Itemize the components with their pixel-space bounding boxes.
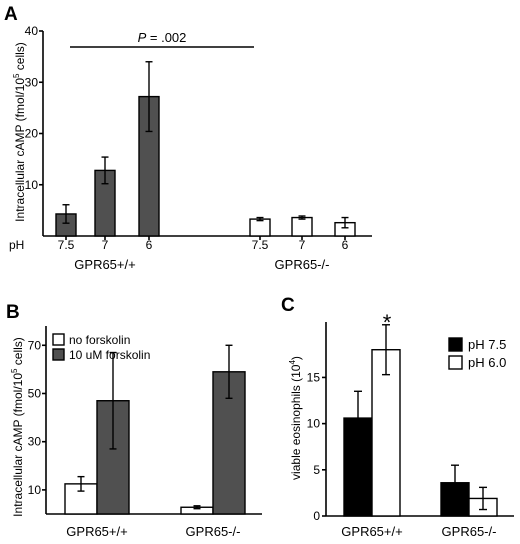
y-tick-label-b-50: 50 xyxy=(28,386,42,400)
y-tick-label-a-30: 30 xyxy=(25,75,39,89)
y-tick-label-c-10: 10 xyxy=(307,417,321,431)
panel-letter-c: C xyxy=(281,295,295,316)
bar-c-0-1 xyxy=(371,349,401,517)
y-tick-label-c-5: 5 xyxy=(313,463,320,477)
y-tick-label-c-15: 15 xyxy=(307,370,321,384)
chart-c: 0 5 10 15 viable eosinophils (104) GPR65+/+ GP… xyxy=(288,322,514,539)
bar-a-1-0 xyxy=(249,218,271,237)
x-category-label-b-1: GPR65-/- xyxy=(186,524,241,539)
y-tick-label-a-40: 40 xyxy=(25,24,39,38)
legend-label-b-0: no forskolin xyxy=(69,333,130,347)
x-category-label-c-0: GPR65+/+ xyxy=(341,524,402,539)
y-tick-label-b-10: 10 xyxy=(28,483,42,497)
legend-label-b-1: 10 uM forskolin xyxy=(69,348,150,362)
legend-swatch-c-1 xyxy=(448,355,463,370)
x-tick-label-a-1-2: 6 xyxy=(342,238,349,252)
bar-a-1-1 xyxy=(291,216,313,237)
x-tick-label-a-1-0: 7.5 xyxy=(252,238,269,252)
panel-letter-b: B xyxy=(6,302,20,323)
legend-swatch-c-0 xyxy=(448,337,463,352)
y-tick-label-b-30: 30 xyxy=(28,435,42,449)
chart-a: 10 20 30 40 Intracellular cAMP (fmol/105 cel… xyxy=(12,24,372,252)
significance-label: P = .002 xyxy=(138,30,187,45)
legend-label-c-1: pH 6.0 xyxy=(468,355,506,370)
y-axis-label-c: viable eosinophils (104) xyxy=(288,356,303,480)
x-tick-label-a-0-0: 7.5 xyxy=(58,238,75,252)
significance-asterisk: * xyxy=(383,310,392,335)
y-tick-label-a-20: 20 xyxy=(25,127,39,141)
legend-swatch-b-1 xyxy=(52,348,65,361)
y-axis-label-a: Intracellular cAMP (fmol/105 cells) xyxy=(12,42,27,222)
group-label-wt-a: GPR65+/+ xyxy=(74,257,135,272)
y-axis-label-b: Intracellular cAMP (fmol/105 cells) xyxy=(10,337,25,517)
group-label-ko-a: GPR65-/- xyxy=(275,257,330,272)
x-category-label-c-1: GPR65-/- xyxy=(442,524,497,539)
x-category-label-b-0: GPR65+/+ xyxy=(66,524,127,539)
ph-label: pH xyxy=(9,238,24,252)
legend-swatch-b-0 xyxy=(52,333,65,346)
y-tick-label-c-0: 0 xyxy=(313,509,320,523)
x-tick-label-a-0-1: 7 xyxy=(102,238,109,252)
y-tick-label-b-70: 70 xyxy=(28,338,42,352)
x-tick-label-a-1-1: 7 xyxy=(299,238,306,252)
y-tick-label-a-10: 10 xyxy=(25,178,39,192)
panel-letter-a: A xyxy=(4,4,18,25)
x-tick-label-a-0-2: 6 xyxy=(146,238,153,252)
legend-label-c-0: pH 7.5 xyxy=(468,337,506,352)
